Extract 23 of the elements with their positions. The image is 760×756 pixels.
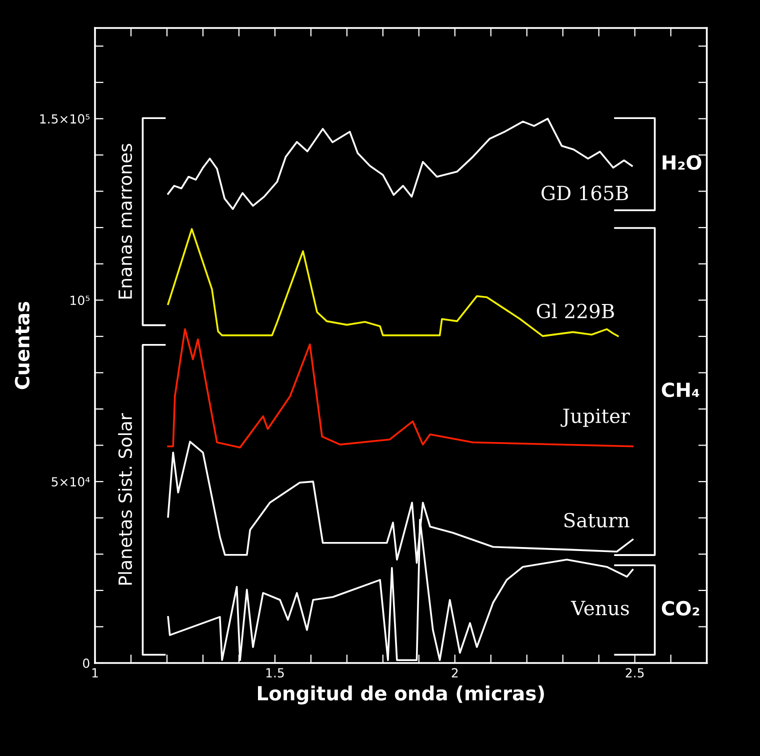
series-label: Jupiter	[560, 408, 630, 427]
annotation: CO₂	[662, 600, 700, 616]
y-axis-title: Cuentas	[14, 302, 30, 390]
x-tick-label: 1.5	[266, 668, 284, 678]
line-series	[167, 228, 619, 337]
x-tick-label: 1	[92, 668, 98, 678]
series-label: Saturn	[564, 512, 630, 528]
y-tick-label: 5×10⁴	[52, 477, 90, 486]
annotation: H₂O	[662, 155, 702, 170]
series-label: Gl 229B	[536, 303, 614, 318]
annotation: CH₄	[662, 382, 700, 398]
line-series	[167, 328, 634, 448]
line-series	[167, 118, 633, 210]
annotation: Planetas Sist. Solar	[118, 413, 132, 585]
x-tick-label: 2.5	[626, 668, 644, 678]
y-tick-label: 0	[83, 658, 90, 668]
series-label: Venus	[570, 600, 629, 616]
y-tick-label: 10⁵	[70, 296, 90, 306]
series-label: GD 165B	[542, 186, 628, 200]
y-tick-label: 1.5×10⁵	[40, 114, 90, 124]
x-tick-label: 2	[452, 668, 458, 678]
annotation: Enanas marrones	[118, 144, 132, 299]
x-axis-title: Longitud de onda (micras)	[258, 686, 544, 704]
